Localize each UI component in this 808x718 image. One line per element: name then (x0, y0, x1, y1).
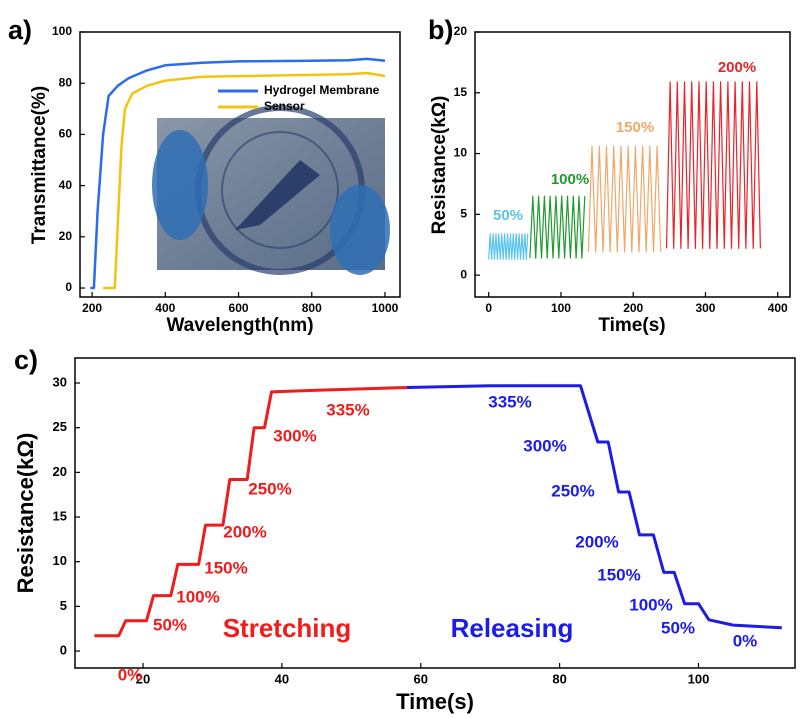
data-line (488, 233, 529, 260)
plot-frame (79, 31, 401, 298)
step-label: 200% (223, 522, 266, 541)
y-tick-label: 20 (53, 464, 67, 479)
data-line (406, 384, 782, 630)
y-tick-label: 25 (53, 419, 67, 434)
y-tick-label: 5 (60, 598, 67, 613)
x-tick-label: 20 (136, 671, 150, 686)
y-tick-label: 15 (454, 85, 468, 99)
x-tick-label: 100 (551, 301, 571, 315)
x-tick-label: 800 (302, 301, 322, 315)
step-label: 300% (523, 436, 566, 455)
data-line (94, 386, 407, 638)
plot-frame (74, 357, 796, 669)
step-label: 0% (118, 665, 143, 684)
x-tick-label: 60 (414, 671, 428, 686)
y-tick-label: 80 (59, 75, 73, 89)
x-tick-label: 300 (695, 301, 715, 315)
y-tick-label: 5 (460, 207, 467, 221)
x-tick-label: 40 (275, 671, 289, 686)
step-label: 250% (551, 481, 594, 500)
x-axis-title: Time(s) (396, 689, 474, 714)
x-tick-label: 100 (688, 671, 710, 686)
data-line (529, 195, 586, 259)
panel-label: b) (428, 15, 453, 45)
series-label: 150% (616, 119, 654, 136)
series-label: Releasing (451, 613, 574, 643)
x-tick-label: 200 (623, 301, 643, 315)
y-tick-label: 10 (53, 553, 67, 568)
x-tick-label: 600 (229, 301, 249, 315)
y-tick-label: 40 (59, 178, 73, 192)
y-tick-label: 15 (53, 508, 67, 523)
data-line (587, 145, 662, 253)
x-tick-label: 1000 (372, 301, 399, 315)
step-label: 150% (204, 558, 247, 577)
y-tick-label: 10 (454, 146, 468, 160)
y-tick-label: 0 (60, 642, 67, 657)
y-tick-label: 60 (59, 127, 73, 141)
step-label: 335% (488, 392, 531, 411)
series-label: 50% (493, 207, 523, 224)
y-tick-label: 0 (460, 267, 467, 281)
inset-photo (152, 105, 390, 275)
x-axis-title: Wavelength(nm) (166, 315, 313, 336)
x-tick-label: 400 (768, 301, 788, 315)
chart-panel: a)Transmittance(%)Wavelength(nm)200 400 60… (8, 15, 401, 336)
step-label: 250% (248, 479, 291, 498)
step-label: 200% (575, 532, 618, 551)
step-label: 50% (153, 615, 187, 634)
y-axis-title: Resistance(kΩ) (429, 96, 450, 235)
x-tick-label: 80 (552, 671, 566, 686)
plot-frame (474, 31, 791, 298)
chart-panel: b) Resistance(kΩ) Time(s) 0 100 200 300 400 0 5 10… (428, 15, 791, 336)
step-label: 335% (326, 400, 369, 419)
series-label: Stretching (223, 613, 352, 643)
step-label: 150% (597, 565, 640, 584)
panel-label: a) (8, 15, 32, 45)
y-tick-label: 100 (52, 24, 72, 38)
step-label: 100% (176, 587, 219, 606)
legend-label: Sensor (264, 99, 305, 113)
series-label: 100% (551, 171, 589, 188)
step-label: 0% (733, 631, 758, 650)
y-tick-label: 30 (53, 374, 67, 389)
x-tick-label: 0 (485, 301, 492, 315)
y-axis-title: Resistance(kΩ) (13, 433, 38, 594)
step-label: 300% (273, 426, 316, 445)
chart-panel: c) Resistance(kΩ) Time(s) 20 40 60 80 100 0 5 10 15… (13, 345, 796, 714)
data-line (103, 71, 386, 290)
x-tick-label: 200 (82, 301, 102, 315)
step-label: 100% (629, 595, 672, 614)
x-tick-label: 400 (155, 301, 175, 315)
y-axis-title: Transmittance(%) (29, 86, 50, 244)
y-tick-label: 20 (454, 24, 468, 38)
step-label: 50% (661, 618, 695, 637)
series-label: 200% (718, 59, 756, 76)
data-line (665, 81, 761, 249)
legend-label: Hydrogel Membrane (264, 83, 380, 97)
y-tick-label: 0 (65, 280, 72, 294)
x-axis-title: Time(s) (598, 315, 665, 336)
panel-label: c) (14, 345, 38, 375)
data-line (90, 57, 386, 290)
y-tick-label: 20 (59, 229, 73, 243)
